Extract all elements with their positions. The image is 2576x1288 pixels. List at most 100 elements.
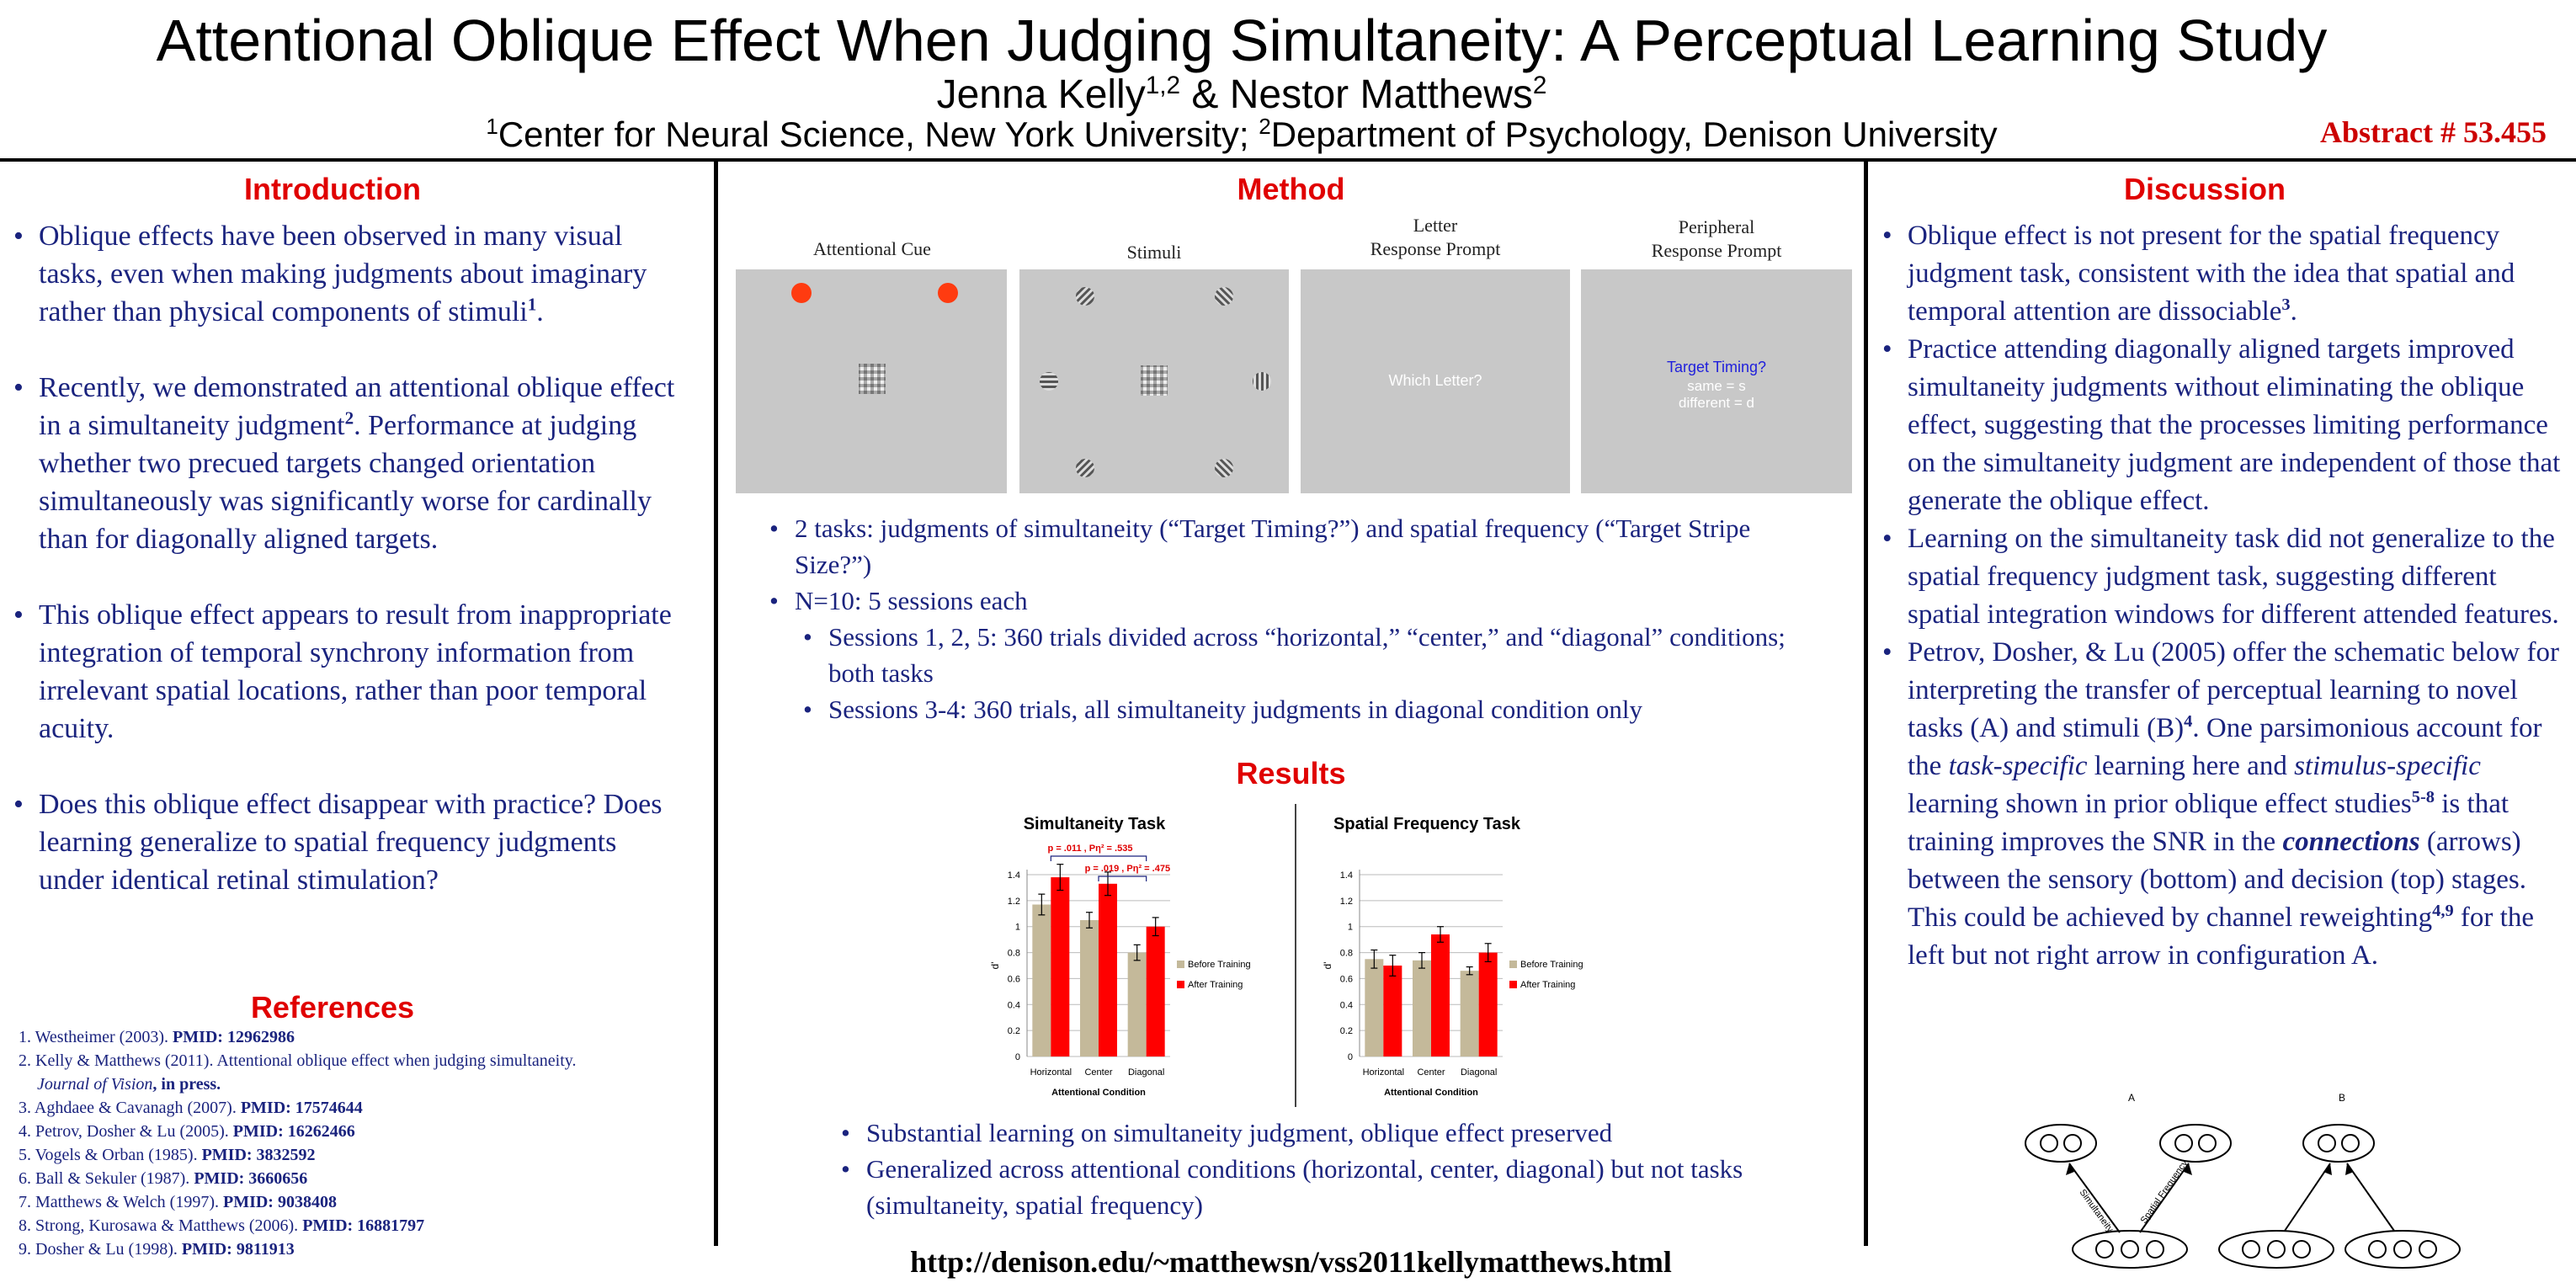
discussion-item: Oblique effect is not present for the sp… xyxy=(1881,217,2563,331)
reference-item: 8. Strong, Kurosawa & Matthews (2006). P… xyxy=(19,1216,425,1235)
peripheral-prompt-panel xyxy=(1581,269,1852,493)
intro-item-tail: . xyxy=(536,296,544,327)
method-sublist: Sessions 1, 2, 5: 360 trials divided acr… xyxy=(801,619,1828,727)
bar xyxy=(1383,966,1402,1056)
y-tick-label: 1 xyxy=(1348,923,1353,933)
reference-item: 3. Aghdaee & Cavanagh (2007). PMID: 1757… xyxy=(19,1099,363,1117)
bar xyxy=(1146,926,1165,1056)
y-tick-label: 1.2 xyxy=(1340,897,1353,907)
legend-label: Before Training xyxy=(1520,960,1583,970)
bar xyxy=(1127,952,1147,1056)
intro-item-text: Does this oblique effect disappear with … xyxy=(39,789,663,896)
author-1: Jenna Kelly xyxy=(936,72,1146,117)
intro-item: Recently, we demonstrated an attentional… xyxy=(12,369,677,558)
method-heading: Method xyxy=(1237,172,1345,206)
bar xyxy=(1080,920,1099,1056)
results-item: Substantial learning on simultaneity jud… xyxy=(839,1115,1765,1151)
affiliations: 1Center for Neural Science, New York Uni… xyxy=(0,113,2483,157)
citation: 2 xyxy=(344,407,354,428)
cue-dot xyxy=(791,283,812,303)
intro-item-text: Oblique effects have been observed in ma… xyxy=(39,221,647,327)
reference-item: 2. Kelly & Matthews (2011). Attentional … xyxy=(19,1051,577,1094)
bar xyxy=(1413,960,1431,1056)
legend-label: Before Training xyxy=(1188,960,1251,970)
arrow-label: Simultaneity xyxy=(2078,1188,2116,1235)
reference-item: 9. Dosher & Lu (1998). PMID: 9811913 xyxy=(19,1240,295,1259)
discussion-item: Practice attending diagonally aligned ta… xyxy=(1881,331,2563,520)
spatial-frequency-chart: Spatial Frequency Task 0 0.2 0.4 0.6 0.8 1 1.2 1… xyxy=(1322,815,1583,1098)
y-tick-label: 0.2 xyxy=(1008,1026,1020,1036)
author-join: & Nestor Matthews xyxy=(1180,72,1533,117)
method-list: 2 tasks: judgments of simultaneity (“Tar… xyxy=(768,510,1828,619)
x-tick-label: Horizontal xyxy=(1363,1067,1405,1078)
header-divider xyxy=(0,158,2576,162)
y-axis-label: d' xyxy=(1322,962,1333,970)
citation: 1 xyxy=(527,294,537,315)
introduction-list: Oblique effects have been observed in ma… xyxy=(12,217,677,899)
citation: 4 xyxy=(2184,712,2193,731)
poster-title: Attentional Oblique Effect When Judging … xyxy=(156,8,2328,73)
x-tick-label: Center xyxy=(1417,1067,1445,1078)
reference-item: 5. Vogels & Orban (1985). PMID: 3832592 xyxy=(19,1146,316,1164)
y-tick-label: 0.8 xyxy=(1340,949,1353,959)
intro-item: Does this oblique effect disappear with … xyxy=(12,785,677,899)
significance-annotation: p = .019 , Pη² = .475 xyxy=(1085,864,1171,874)
discussion-item: Petrov, Dosher, & Lu (2005) offer the sc… xyxy=(1881,634,2563,975)
y-tick-label: 0 xyxy=(1015,1052,1020,1062)
reference-item: 7. Matthews & Welch (1997). PMID: 903840… xyxy=(19,1193,337,1211)
x-tick-label: Diagonal xyxy=(1128,1067,1164,1078)
different-key-text: different = d xyxy=(1679,395,1754,411)
references-list: 1. Westheimer (2003). PMID: 12962986 2. … xyxy=(19,1025,692,1261)
bar xyxy=(1365,959,1384,1056)
significance-bracket xyxy=(1098,876,1147,881)
legend-label: After Training xyxy=(1520,980,1575,990)
method-subitem: Sessions 1, 2, 5: 360 trials divided acr… xyxy=(801,619,1828,691)
legend-swatch xyxy=(1509,981,1517,988)
y-tick-label: 0.6 xyxy=(1008,974,1020,984)
panel-label: Peripheral Response Prompt xyxy=(1651,216,1782,261)
results-item: Generalized across attentional condition… xyxy=(839,1151,1765,1223)
intro-item-tail: . Performance at judging whether two pre… xyxy=(39,410,652,555)
chart-divider xyxy=(1295,804,1296,1107)
panel-label: Attentional Cue xyxy=(813,238,931,259)
timing-prompt-text: Target Timing? xyxy=(1667,359,1766,375)
x-tick-label: Diagonal xyxy=(1461,1067,1497,1078)
method-item: 2 tasks: judgments of simultaneity (“Tar… xyxy=(768,510,1828,583)
poster-url[interactable]: http://denison.edu/~matthewsn/vss2011kel… xyxy=(910,1245,1672,1279)
y-tick-label: 0.6 xyxy=(1340,974,1353,984)
author-2-affil: 2 xyxy=(1532,72,1547,99)
y-axis-label: d' xyxy=(989,962,1001,970)
panel-label: Stimuli xyxy=(1126,242,1182,263)
results-heading: Results xyxy=(1236,756,1346,790)
letter-prompt-panel xyxy=(1301,269,1570,493)
panel-label: Letter Response Prompt xyxy=(1370,215,1501,259)
simultaneity-chart: Simultaneity Task 0 0.2 0.4 0.6 0.8 1 1.2 1.4 d' H… xyxy=(989,815,1251,1098)
author-1-affil: 1,2 xyxy=(1145,72,1181,99)
significance-bracket xyxy=(1050,855,1147,861)
y-tick-label: 1 xyxy=(1015,923,1020,933)
legend-label: After Training xyxy=(1188,980,1243,990)
citation: 4,9 xyxy=(2432,902,2454,920)
x-tick-label: Horizontal xyxy=(1030,1067,1072,1078)
reference-item: 6. Ball & Sekuler (1987). PMID: 3660656 xyxy=(19,1169,308,1188)
same-key-text: same = s xyxy=(1687,378,1745,394)
y-tick-label: 0.8 xyxy=(1008,949,1020,959)
transfer-schematic: A B Simultaneity Spatial Frequency xyxy=(2025,1092,2461,1269)
chart-title: Simultaneity Task xyxy=(1024,815,1166,833)
y-tick-label: 1.2 xyxy=(1008,897,1020,907)
column-divider-left xyxy=(714,162,718,1246)
y-tick-label: 0.4 xyxy=(1340,1000,1353,1010)
intro-item-text: Recently, we demonstrated an attentional… xyxy=(39,372,675,441)
chart-title: Spatial Frequency Task xyxy=(1333,815,1521,833)
reference-item: 4. Petrov, Dosher & Lu (2005). PMID: 162… xyxy=(19,1122,355,1141)
arrow-label: Spatial Frequency xyxy=(2139,1158,2190,1226)
letter-prompt-text: Which Letter? xyxy=(1388,372,1482,389)
column-divider-right xyxy=(1864,162,1868,1246)
discussion-item: Learning on the simultaneity task did no… xyxy=(1881,520,2563,634)
schematic-label-a: A xyxy=(2128,1092,2135,1104)
intro-item-text: This oblique effect appears to result fr… xyxy=(39,599,672,744)
results-list: Substantial learning on simultaneity jud… xyxy=(839,1115,1765,1223)
bar xyxy=(1431,934,1450,1056)
x-axis-label: Attentional Condition xyxy=(1384,1088,1478,1098)
bar xyxy=(1032,904,1051,1056)
